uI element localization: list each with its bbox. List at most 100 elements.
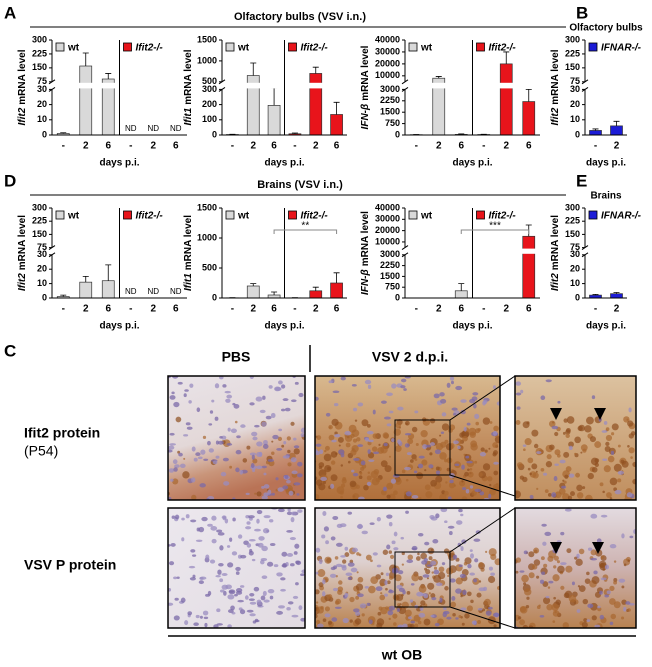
nucleus	[623, 606, 627, 612]
nucleus	[219, 545, 224, 551]
nucleus	[352, 472, 359, 477]
nucleus	[490, 572, 495, 576]
nucleus	[483, 586, 487, 592]
nucleus	[459, 573, 466, 578]
stain	[380, 445, 388, 454]
nucleus	[220, 471, 227, 477]
stain	[515, 570, 519, 574]
nucleus	[344, 546, 349, 551]
stain	[610, 613, 617, 620]
legend-label: Ifit2-/-	[136, 211, 164, 222]
stain	[627, 559, 630, 562]
nucleus	[367, 439, 374, 443]
stain	[335, 452, 338, 455]
stain	[523, 448, 526, 452]
stain	[386, 494, 391, 499]
nucleus	[236, 435, 241, 439]
nucleus	[353, 457, 360, 461]
micrographs	[167, 375, 637, 629]
stain	[367, 471, 371, 474]
nucleus	[262, 395, 266, 400]
stain	[229, 465, 233, 469]
nucleus	[186, 426, 193, 430]
nucleus	[560, 531, 565, 536]
y-tick-label: 10	[570, 278, 580, 288]
nucleus	[248, 539, 256, 542]
legend-label: wt	[67, 211, 80, 222]
y-axis-label: Ifit1 mRNA level	[183, 49, 194, 125]
nucleus	[276, 572, 283, 577]
nucleus	[418, 455, 425, 459]
y-tick-label: 500	[202, 262, 217, 272]
value-label: ND	[125, 287, 137, 296]
error-bar	[60, 294, 67, 297]
nucleus	[439, 597, 443, 603]
nucleus	[172, 459, 178, 465]
nucleus	[397, 570, 404, 575]
bar	[522, 235, 536, 299]
nucleus	[276, 447, 283, 451]
nucleus	[472, 392, 479, 396]
stain	[445, 481, 448, 484]
stain	[325, 445, 330, 451]
stain	[527, 457, 534, 464]
nucleus	[383, 442, 388, 447]
nucleus	[226, 394, 233, 399]
stain	[427, 582, 435, 590]
stain	[398, 606, 407, 615]
y-axis-label: IFN-β mRNA level	[360, 45, 371, 129]
micrograph	[515, 376, 636, 500]
nucleus	[417, 533, 424, 537]
nucleus	[177, 381, 183, 385]
arrowhead	[550, 408, 562, 420]
nucleus	[202, 610, 209, 616]
x-tick-label: -	[231, 304, 234, 315]
nucleus	[393, 531, 398, 537]
nucleus	[366, 602, 371, 607]
nucleus	[250, 462, 255, 469]
nucleus	[423, 558, 428, 563]
legend-label: Ifit2-/-	[301, 211, 329, 222]
x-axis-label: days p.i.	[586, 158, 626, 169]
nucleus	[591, 395, 596, 400]
legend-label: IFNAR-/-	[601, 43, 642, 54]
nucleus	[474, 413, 480, 420]
nucleus	[406, 559, 414, 564]
nucleus	[551, 425, 559, 430]
nucleus	[185, 514, 190, 519]
stain	[531, 564, 538, 570]
stain	[554, 431, 559, 437]
stain	[254, 492, 257, 495]
legend-swatch	[123, 210, 132, 220]
stain	[361, 613, 365, 617]
nucleus	[456, 520, 463, 525]
stain	[345, 442, 351, 448]
nucleus	[414, 410, 419, 414]
nucleus	[477, 607, 483, 611]
axis-break-mark	[218, 79, 226, 85]
legend-label: Ifit2-/-	[301, 43, 329, 54]
stain	[591, 615, 597, 621]
stain	[421, 459, 428, 466]
nucleus	[288, 490, 294, 496]
nucleus	[452, 554, 458, 560]
stain	[488, 548, 497, 557]
nucleus	[606, 590, 611, 595]
stain	[493, 470, 499, 476]
y-axis-text: mRNA level	[360, 211, 371, 266]
nucleus	[191, 446, 196, 452]
stain	[411, 426, 418, 433]
nucleus	[364, 379, 372, 385]
y-tick-label: 750	[385, 282, 400, 292]
nucleus	[268, 519, 274, 523]
nucleus	[440, 431, 445, 434]
legend-label: Ifit2-/-	[489, 43, 517, 54]
nucleus	[277, 508, 285, 513]
nucleus	[386, 392, 393, 397]
stain	[632, 461, 636, 468]
x-tick-label: -	[594, 141, 597, 152]
nucleus	[190, 549, 196, 553]
stain	[424, 469, 427, 472]
nucleus	[345, 572, 353, 577]
stain	[609, 477, 618, 486]
